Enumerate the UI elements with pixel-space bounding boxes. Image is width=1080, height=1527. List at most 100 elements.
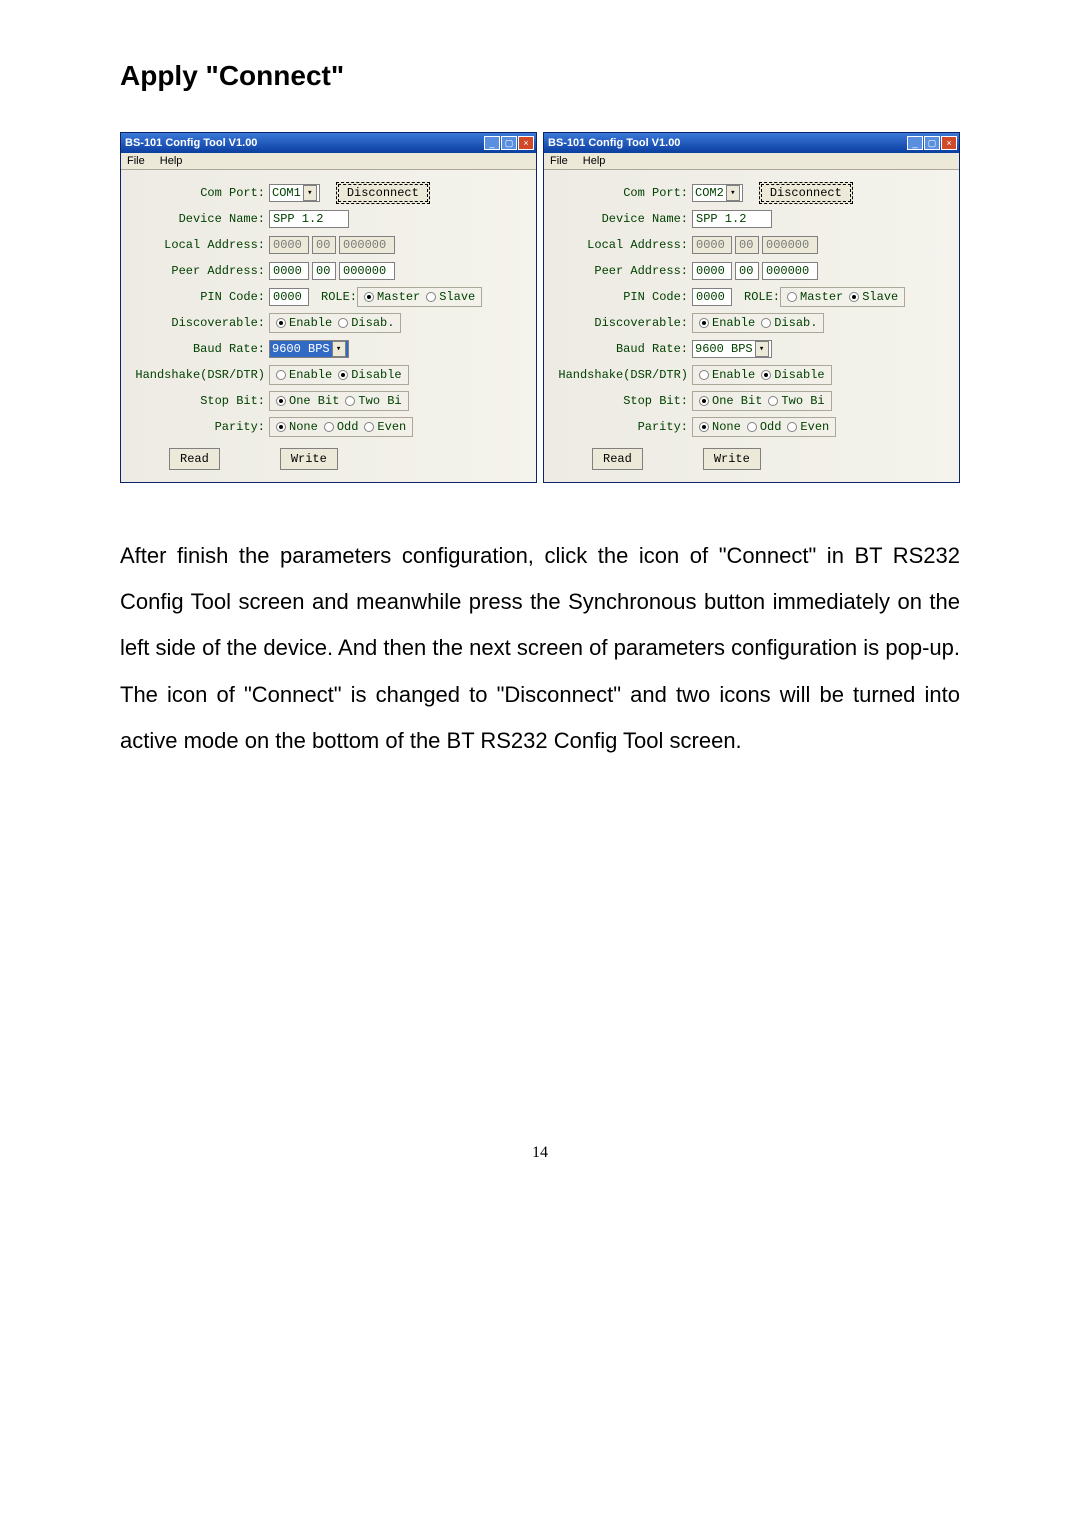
close-icon[interactable]: × <box>518 136 534 150</box>
window-title: BS-101 Config Tool V1.00 <box>125 137 484 149</box>
local-addr-3: 000000 <box>762 236 818 254</box>
label-handshake: Handshake(DSR/DTR) <box>129 368 269 382</box>
peer-addr-3[interactable]: 000000 <box>339 262 395 280</box>
chevron-down-icon[interactable]: ▾ <box>332 341 346 357</box>
disconnect-button[interactable]: Disconnect <box>336 182 430 204</box>
label-discoverable: Discoverable: <box>552 316 692 330</box>
role-group: Master Slave <box>357 287 482 307</box>
minimize-icon[interactable]: _ <box>907 136 923 150</box>
peer-addr-3[interactable]: 000000 <box>762 262 818 280</box>
parity-group: None Odd Even <box>269 417 413 437</box>
config-window-right: BS-101 Config Tool V1.00 _ ▢ × File Help… <box>543 132 960 483</box>
label-com-port: Com Port: <box>129 186 269 200</box>
radio-parity-odd[interactable]: Odd <box>324 420 359 434</box>
radio-parity-odd[interactable]: Odd <box>747 420 782 434</box>
peer-addr-1[interactable]: 0000 <box>692 262 732 280</box>
radio-parity-even[interactable]: Even <box>787 420 829 434</box>
radio-slave[interactable]: Slave <box>426 290 475 304</box>
radio-two-bit[interactable]: Two Bi <box>768 394 824 408</box>
label-handshake: Handshake(DSR/DTR) <box>552 368 692 382</box>
menu-help[interactable]: Help <box>583 155 606 167</box>
radio-discover-disable[interactable]: Disab. <box>761 316 817 330</box>
screenshots-row: BS-101 Config Tool V1.00 _ ▢ × File Help… <box>120 132 960 483</box>
label-role: ROLE: <box>744 290 780 304</box>
com-port-select[interactable]: COM2▾ <box>692 184 743 202</box>
menu-bar: File Help <box>544 153 959 170</box>
radio-slave[interactable]: Slave <box>849 290 898 304</box>
peer-addr-1[interactable]: 0000 <box>269 262 309 280</box>
stop-bit-group: One Bit Two Bi <box>692 391 832 411</box>
peer-addr-2[interactable]: 00 <box>735 262 759 280</box>
pin-code-input[interactable]: 0000 <box>269 288 309 306</box>
com-port-select[interactable]: COM1▾ <box>269 184 320 202</box>
label-stop-bit: Stop Bit: <box>552 394 692 408</box>
discoverable-group: Enable Disab. <box>269 313 401 333</box>
maximize-icon[interactable]: ▢ <box>501 136 517 150</box>
chevron-down-icon[interactable]: ▾ <box>726 185 740 201</box>
baud-rate-select[interactable]: 9600 BPS▾ <box>692 340 772 358</box>
radio-discover-enable[interactable]: Enable <box>699 316 755 330</box>
radio-parity-even[interactable]: Even <box>364 420 406 434</box>
radio-handshake-enable[interactable]: Enable <box>699 368 755 382</box>
label-baud-rate: Baud Rate: <box>552 342 692 356</box>
pin-code-input[interactable]: 0000 <box>692 288 732 306</box>
radio-parity-none[interactable]: None <box>699 420 741 434</box>
menu-file[interactable]: File <box>127 155 145 167</box>
label-device-name: Device Name: <box>129 212 269 226</box>
menu-help[interactable]: Help <box>160 155 183 167</box>
handshake-group: Enable Disable <box>692 365 832 385</box>
label-pin-code: PIN Code: <box>552 290 692 304</box>
window-title: BS-101 Config Tool V1.00 <box>548 137 907 149</box>
menu-file[interactable]: File <box>550 155 568 167</box>
radio-parity-none[interactable]: None <box>276 420 318 434</box>
radio-one-bit[interactable]: One Bit <box>699 394 762 408</box>
label-baud-rate: Baud Rate: <box>129 342 269 356</box>
chevron-down-icon[interactable]: ▾ <box>755 341 769 357</box>
local-addr-1: 0000 <box>692 236 732 254</box>
menu-bar: File Help <box>121 153 536 170</box>
radio-one-bit[interactable]: One Bit <box>276 394 339 408</box>
label-local-address: Local Address: <box>129 238 269 252</box>
maximize-icon[interactable]: ▢ <box>924 136 940 150</box>
label-com-port: Com Port: <box>552 186 692 200</box>
radio-discover-enable[interactable]: Enable <box>276 316 332 330</box>
label-pin-code: PIN Code: <box>129 290 269 304</box>
radio-handshake-disable[interactable]: Disable <box>761 368 824 382</box>
label-peer-address: Peer Address: <box>552 264 692 278</box>
local-addr-1: 0000 <box>269 236 309 254</box>
handshake-group: Enable Disable <box>269 365 409 385</box>
role-group: Master Slave <box>780 287 905 307</box>
device-name-input[interactable]: SPP 1.2 <box>692 210 772 228</box>
chevron-down-icon[interactable]: ▾ <box>303 185 317 201</box>
label-parity: Parity: <box>552 420 692 434</box>
read-button[interactable]: Read <box>169 448 220 470</box>
close-icon[interactable]: × <box>941 136 957 150</box>
read-button[interactable]: Read <box>592 448 643 470</box>
label-parity: Parity: <box>129 420 269 434</box>
label-stop-bit: Stop Bit: <box>129 394 269 408</box>
write-button[interactable]: Write <box>280 448 338 470</box>
local-addr-2: 00 <box>312 236 336 254</box>
config-window-left: BS-101 Config Tool V1.00 _ ▢ × File Help… <box>120 132 537 483</box>
label-device-name: Device Name: <box>552 212 692 226</box>
local-addr-2: 00 <box>735 236 759 254</box>
peer-addr-2[interactable]: 00 <box>312 262 336 280</box>
radio-handshake-enable[interactable]: Enable <box>276 368 332 382</box>
radio-master[interactable]: Master <box>364 290 420 304</box>
baud-rate-select[interactable]: 9600 BPS▾ <box>269 340 349 358</box>
label-role: ROLE: <box>321 290 357 304</box>
write-button[interactable]: Write <box>703 448 761 470</box>
local-addr-3: 000000 <box>339 236 395 254</box>
radio-discover-disable[interactable]: Disab. <box>338 316 394 330</box>
label-peer-address: Peer Address: <box>129 264 269 278</box>
disconnect-button[interactable]: Disconnect <box>759 182 853 204</box>
device-name-input[interactable]: SPP 1.2 <box>269 210 349 228</box>
minimize-icon[interactable]: _ <box>484 136 500 150</box>
page-number: 14 <box>120 1144 960 1162</box>
radio-master[interactable]: Master <box>787 290 843 304</box>
parity-group: None Odd Even <box>692 417 836 437</box>
radio-two-bit[interactable]: Two Bi <box>345 394 401 408</box>
label-discoverable: Discoverable: <box>129 316 269 330</box>
radio-handshake-disable[interactable]: Disable <box>338 368 401 382</box>
body-paragraph: After finish the parameters configuratio… <box>120 533 960 764</box>
